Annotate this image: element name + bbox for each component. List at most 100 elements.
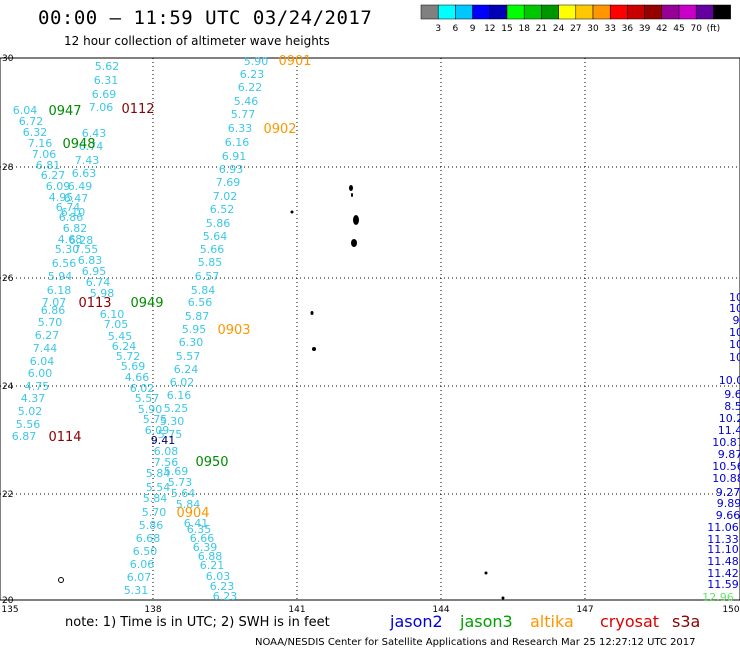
pass-time-label: 0947	[48, 104, 81, 119]
colorbar-swatch	[455, 4, 473, 20]
colorbar-label: 39	[639, 24, 651, 34]
grid-lines	[0, 58, 740, 600]
swh-value: 5.95	[182, 323, 207, 336]
swh-value: 6.68	[136, 532, 161, 545]
islands	[58, 185, 505, 600]
swh-value: 10.2	[719, 412, 740, 425]
swh-value: 5.70	[142, 506, 167, 519]
legend-s3a: s3a	[672, 612, 700, 631]
swh-value: 5.84	[143, 492, 168, 505]
swh-value: 6.18	[47, 284, 72, 297]
swh-value: 11.10	[707, 543, 739, 556]
colorbar-label: 9	[470, 24, 476, 34]
swh-value: 6.50	[133, 545, 158, 558]
swh-value: 6.74	[79, 140, 104, 153]
swh-value: 5.90	[244, 55, 269, 68]
island	[349, 185, 353, 191]
swh-value: 6.49	[68, 180, 93, 193]
swh-value: 4.95	[49, 191, 74, 204]
swh-value: 6.21	[200, 559, 225, 572]
longitude-label: 150	[722, 605, 739, 615]
colorbar-swatch	[541, 4, 559, 20]
island	[351, 239, 357, 247]
latitude-label: 22	[2, 490, 13, 500]
colorbar-swatch	[506, 4, 525, 20]
swh-value: 5.86	[206, 217, 231, 230]
swh-value: 5.46	[234, 95, 259, 108]
swh-value: 6.27	[35, 329, 60, 342]
swh-value: 11.48	[707, 555, 739, 568]
colorbar-label: 3	[435, 24, 441, 34]
pass-time-label: 0113	[78, 296, 111, 311]
swh-value: 11.33	[707, 533, 739, 546]
swh-value: 10	[729, 338, 740, 351]
swh-value: 6.31	[94, 74, 119, 87]
swh-value: 5.57	[176, 350, 201, 363]
swh-value: 9.87	[718, 448, 740, 461]
swh-value: 6.30	[179, 336, 204, 349]
swh-value: 6.86	[41, 304, 66, 317]
swh-value: 6.52	[210, 203, 235, 216]
swh-value: 6.57	[195, 270, 220, 283]
swh-value: 5.84	[176, 498, 201, 511]
longitude-label: 144	[432, 605, 449, 615]
pass-time-label: 0950	[195, 455, 228, 470]
colorbar-label: 27	[570, 24, 581, 34]
colorbar-swatch	[644, 4, 663, 20]
swh-value: 5.64	[171, 487, 196, 500]
latitude-label: 24	[2, 382, 14, 392]
colorbar-swatch	[627, 4, 645, 20]
colorbar-swatch	[661, 4, 680, 20]
page-title: 00:00 – 11:59 UTC 03/24/2017	[38, 7, 373, 29]
longitude-label: 141	[288, 605, 305, 615]
colorbar-label: 36	[622, 24, 634, 34]
colorbar-label: 30	[587, 24, 599, 34]
swh-value: 6.08	[154, 445, 179, 458]
colorbar: 3 6 9 12 15 18 21 24 27 30 33 36 39 42 45 70 (ft)	[420, 4, 731, 34]
colorbar-label: 42	[656, 24, 667, 34]
latitude-label: 28	[2, 163, 14, 173]
swh-value: 6.04	[13, 104, 38, 117]
colorbar-label: 18	[518, 24, 530, 34]
swh-value: 4.66	[125, 371, 150, 384]
swh-value: 6.16	[225, 136, 250, 149]
swh-value: 6.24	[112, 340, 137, 353]
swh-value: 7.06	[89, 101, 114, 114]
swh-value: 7.16	[28, 137, 53, 150]
swh-value: 9	[733, 314, 740, 327]
swh-value: 6.03	[206, 570, 231, 583]
swh-value: 5.87	[185, 310, 210, 323]
legend-cryosat: cryosat	[600, 612, 659, 631]
swh-value: 5.31	[124, 584, 149, 597]
swh-value: 5.77	[231, 108, 256, 121]
swh-value: 9.41	[151, 434, 176, 447]
swh-value: 6.93	[219, 163, 244, 176]
legend-jason3: jason3	[459, 612, 513, 631]
swh-value: 6.81	[36, 159, 61, 172]
swh-value: 5.02	[18, 405, 43, 418]
swh-value: 5.84	[191, 284, 216, 297]
swh-value: 5.72	[116, 350, 141, 363]
swh-value: 5.70	[38, 316, 63, 329]
swh-value: 6.87	[12, 430, 37, 443]
swh-value: 6.06	[130, 558, 155, 571]
pass-time-label: 0114	[48, 430, 81, 445]
longitude-label: 135	[1, 605, 18, 615]
footer: note: 1) Time is in UTC; 2) SWH is in fe…	[65, 612, 700, 648]
pass-time-label: 0949	[130, 296, 163, 311]
swh-value: 11.59	[707, 578, 739, 591]
latitude-label: 26	[2, 274, 14, 284]
footer-credit: NOAA/NESDIS Center for Satellite Applica…	[255, 637, 696, 648]
colorbar-swatch	[592, 4, 611, 20]
swh-value: 6.23	[213, 590, 238, 603]
swh-value: 5.62	[95, 60, 120, 73]
swh-value: 10.56	[712, 460, 740, 473]
swh-value: 6.04	[30, 355, 55, 368]
swh-value: 6.83	[78, 254, 103, 267]
swh-value: 7.07	[42, 296, 67, 309]
swh-value: 5.84	[146, 467, 171, 480]
swh-value: 6.22	[238, 81, 263, 94]
swh-value: 10	[729, 291, 740, 304]
swh-value: 10	[729, 351, 740, 364]
